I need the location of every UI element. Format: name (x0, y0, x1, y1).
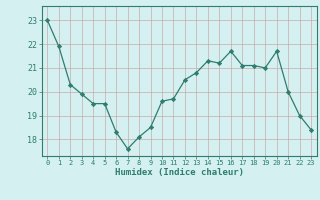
X-axis label: Humidex (Indice chaleur): Humidex (Indice chaleur) (115, 168, 244, 177)
